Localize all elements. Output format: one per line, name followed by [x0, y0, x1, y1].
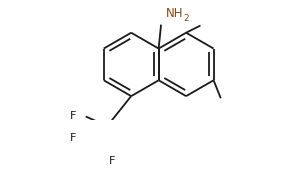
Text: NH: NH — [166, 7, 183, 20]
Text: F: F — [70, 133, 76, 143]
Text: F: F — [70, 112, 76, 122]
Text: F: F — [109, 156, 115, 166]
Text: 2: 2 — [183, 14, 189, 23]
